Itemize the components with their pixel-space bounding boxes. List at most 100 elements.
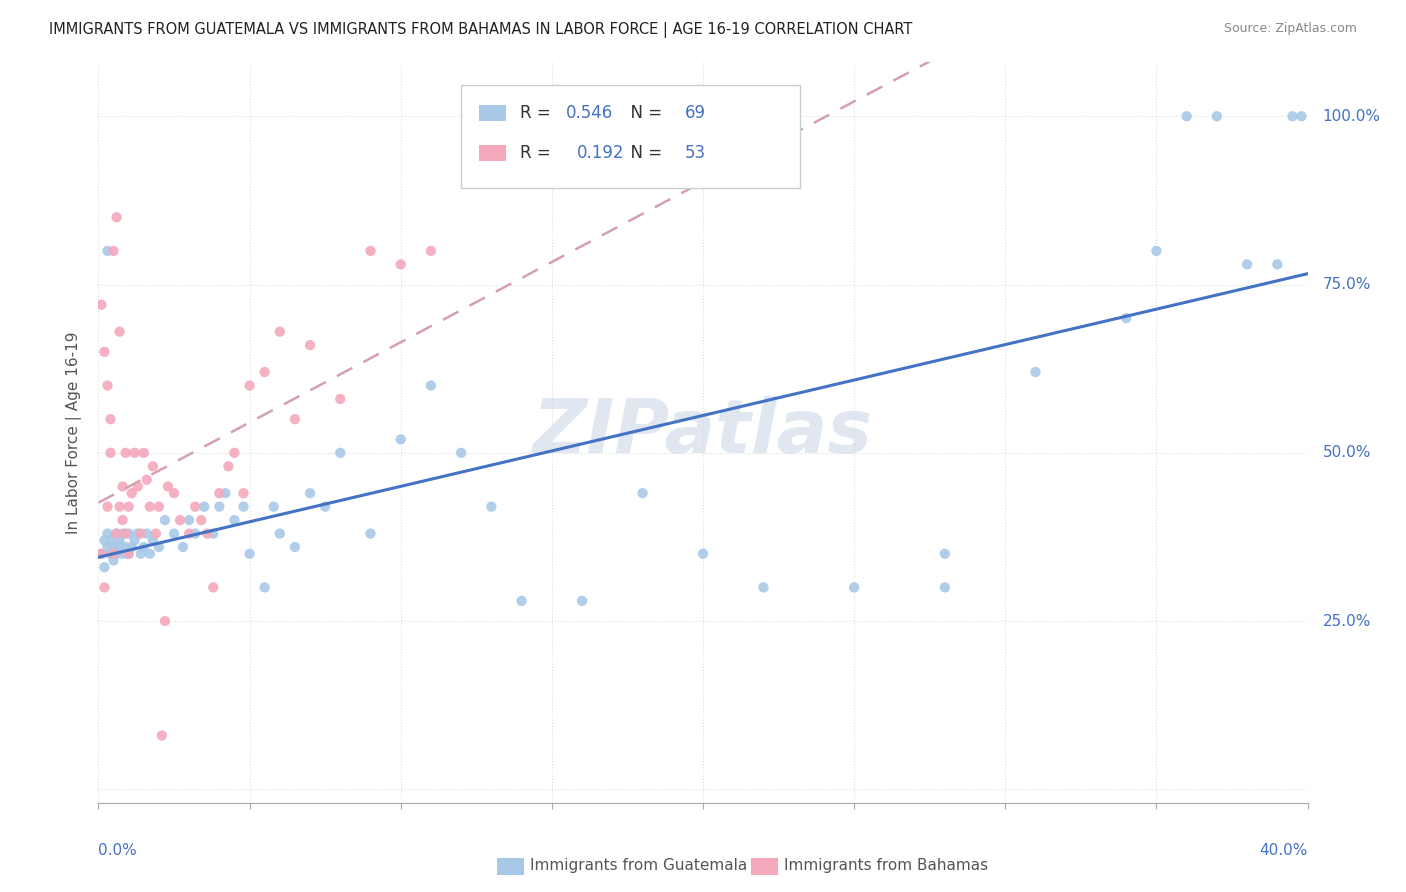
Point bbox=[103, 244, 125, 258]
Point bbox=[314, 500, 336, 514]
Point bbox=[179, 526, 201, 541]
Point bbox=[93, 344, 115, 359]
Point bbox=[1115, 311, 1137, 326]
Point bbox=[93, 533, 115, 548]
Point bbox=[127, 479, 149, 493]
Point bbox=[96, 500, 118, 514]
Text: 0.192: 0.192 bbox=[578, 144, 624, 161]
Point bbox=[253, 365, 276, 379]
Point bbox=[163, 486, 186, 500]
Point bbox=[934, 547, 956, 561]
Point bbox=[135, 526, 157, 541]
Point bbox=[360, 526, 382, 541]
Point bbox=[132, 446, 155, 460]
Point bbox=[111, 513, 134, 527]
Point bbox=[153, 614, 176, 628]
Point bbox=[118, 500, 141, 514]
Text: 50.0%: 50.0% bbox=[1323, 445, 1371, 460]
Text: 69: 69 bbox=[685, 103, 706, 122]
Text: 0.546: 0.546 bbox=[567, 103, 613, 122]
Point bbox=[105, 547, 128, 561]
Point bbox=[150, 729, 173, 743]
Point bbox=[934, 581, 956, 595]
Point bbox=[1267, 257, 1289, 271]
Text: N =: N = bbox=[620, 103, 666, 122]
Point bbox=[208, 486, 231, 500]
Point bbox=[114, 526, 136, 541]
Point bbox=[217, 459, 239, 474]
Point bbox=[148, 540, 170, 554]
Point bbox=[420, 244, 443, 258]
Point bbox=[179, 513, 201, 527]
Point bbox=[193, 500, 215, 514]
Point bbox=[299, 486, 322, 500]
Point bbox=[269, 526, 291, 541]
Point bbox=[190, 513, 212, 527]
Point bbox=[93, 581, 115, 595]
Point bbox=[232, 486, 254, 500]
Point bbox=[1291, 109, 1313, 123]
Point bbox=[103, 540, 125, 554]
Text: 75.0%: 75.0% bbox=[1323, 277, 1371, 292]
Point bbox=[111, 547, 134, 561]
Point bbox=[108, 540, 131, 554]
Point bbox=[114, 446, 136, 460]
Point bbox=[100, 412, 122, 426]
Point bbox=[108, 533, 131, 548]
Point bbox=[172, 540, 194, 554]
Text: Immigrants from Guatemala: Immigrants from Guatemala bbox=[530, 858, 748, 873]
Point bbox=[142, 533, 165, 548]
Point bbox=[360, 244, 382, 258]
Point bbox=[135, 473, 157, 487]
Point bbox=[118, 526, 141, 541]
Point bbox=[156, 479, 179, 493]
Point bbox=[214, 486, 236, 500]
Point bbox=[124, 446, 146, 460]
Point bbox=[263, 500, 285, 514]
Point bbox=[118, 547, 141, 561]
Point bbox=[108, 500, 131, 514]
Text: 40.0%: 40.0% bbox=[1260, 843, 1308, 858]
Point bbox=[100, 547, 122, 561]
Point bbox=[100, 533, 122, 548]
Point bbox=[105, 211, 128, 225]
Point bbox=[420, 378, 443, 392]
Point bbox=[132, 540, 155, 554]
Point bbox=[103, 547, 125, 561]
Point bbox=[139, 547, 162, 561]
Point bbox=[510, 594, 533, 608]
Point bbox=[111, 526, 134, 541]
Point bbox=[202, 581, 225, 595]
Point bbox=[96, 526, 118, 541]
Point bbox=[124, 533, 146, 548]
Point bbox=[127, 526, 149, 541]
Point bbox=[1144, 244, 1167, 258]
Point bbox=[1281, 109, 1303, 123]
Text: 53: 53 bbox=[685, 144, 706, 161]
Point bbox=[184, 526, 207, 541]
Point bbox=[90, 547, 112, 561]
Point bbox=[239, 378, 262, 392]
Point bbox=[96, 378, 118, 392]
Point bbox=[1236, 257, 1258, 271]
Point bbox=[844, 581, 866, 595]
Point bbox=[90, 547, 112, 561]
Text: R =: R = bbox=[520, 103, 557, 122]
Point bbox=[129, 526, 152, 541]
Point bbox=[329, 392, 352, 406]
Point bbox=[105, 526, 128, 541]
Text: 0.0%: 0.0% bbox=[98, 843, 138, 858]
Text: ZIPatlas: ZIPatlas bbox=[533, 396, 873, 469]
Point bbox=[481, 500, 503, 514]
Point bbox=[450, 446, 472, 460]
Point bbox=[232, 500, 254, 514]
Point bbox=[329, 446, 352, 460]
Point bbox=[389, 433, 412, 447]
Point bbox=[389, 257, 412, 271]
Point bbox=[129, 547, 152, 561]
Point bbox=[145, 526, 167, 541]
Point bbox=[224, 513, 246, 527]
Point bbox=[692, 547, 714, 561]
Bar bbox=[479, 145, 506, 161]
Point bbox=[208, 500, 231, 514]
